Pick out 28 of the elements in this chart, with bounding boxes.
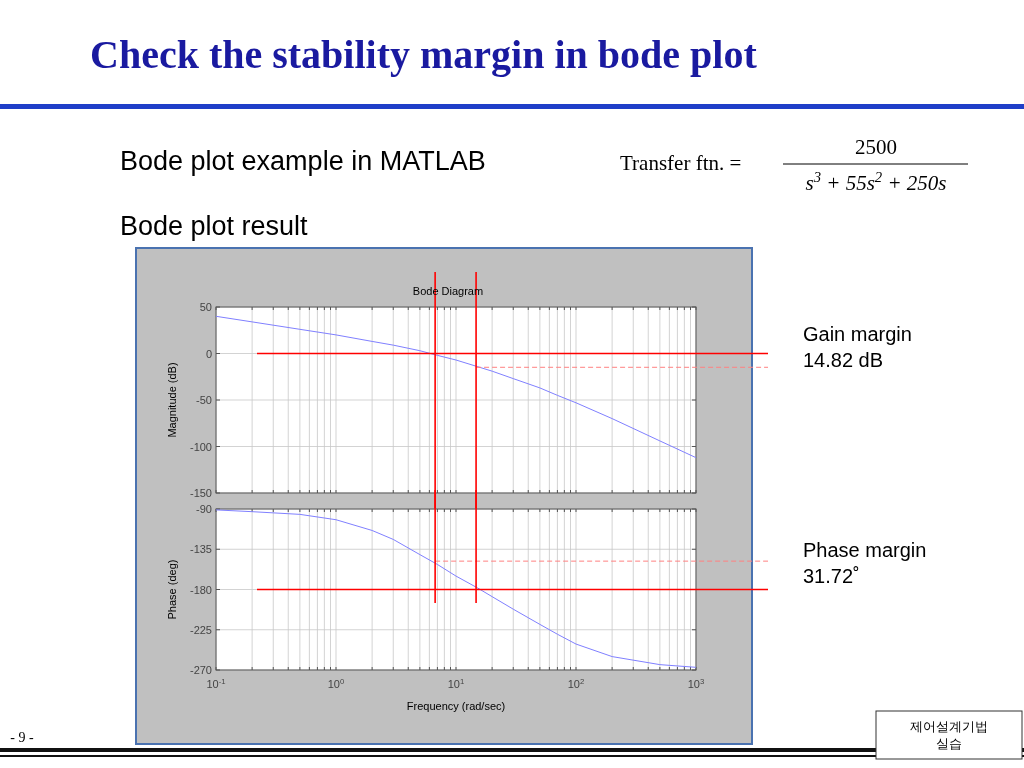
y-axis-title: Magnitude (dB) (166, 362, 178, 438)
x-tick-label: 10$^{2}$ (567, 676, 585, 690)
text: s$^{3}$ + 55s$^{2}$ + 250s (805, 169, 947, 195)
x-tick-label: 10$^{-1}$ (206, 676, 226, 690)
x-tick-label: 10$^{3}$ (687, 676, 705, 690)
x-tick-label: 10$^{1}$ (447, 676, 465, 690)
y-tick-label: -150 (189, 487, 212, 499)
y-axis-title: Phase (deg) (166, 559, 178, 620)
y-tick-label: -270 (189, 664, 212, 676)
text: Bode plot result (120, 211, 309, 241)
y-tick-label: -225 (189, 623, 212, 636)
text: Bode plot example in MATLAB (120, 146, 486, 176)
y-tick-label: -100 (189, 440, 212, 453)
text: 2500 (855, 135, 897, 159)
y-tick-label: -90 (196, 503, 212, 515)
y-tick-label: -50 (196, 394, 212, 406)
text: Check the stability margin in bode plot (90, 32, 758, 77)
text: - 9 - (10, 730, 34, 745)
text: Gain margin 14.82 dB (803, 323, 912, 371)
y-tick-label: 50 (199, 301, 212, 313)
y-tick-label: -180 (189, 583, 212, 596)
y-tick-label: -135 (189, 543, 212, 556)
text: 제어설계기법 실습 (910, 719, 988, 751)
x-axis-title: Frequency (rad/sec) (406, 700, 506, 712)
y-tick-label: 0 (205, 347, 212, 360)
text: Phase margin 31.72˚ (803, 539, 927, 587)
x-tick-label: 10$^{0}$ (327, 676, 345, 690)
text: Transfer ftn. = (620, 151, 742, 175)
